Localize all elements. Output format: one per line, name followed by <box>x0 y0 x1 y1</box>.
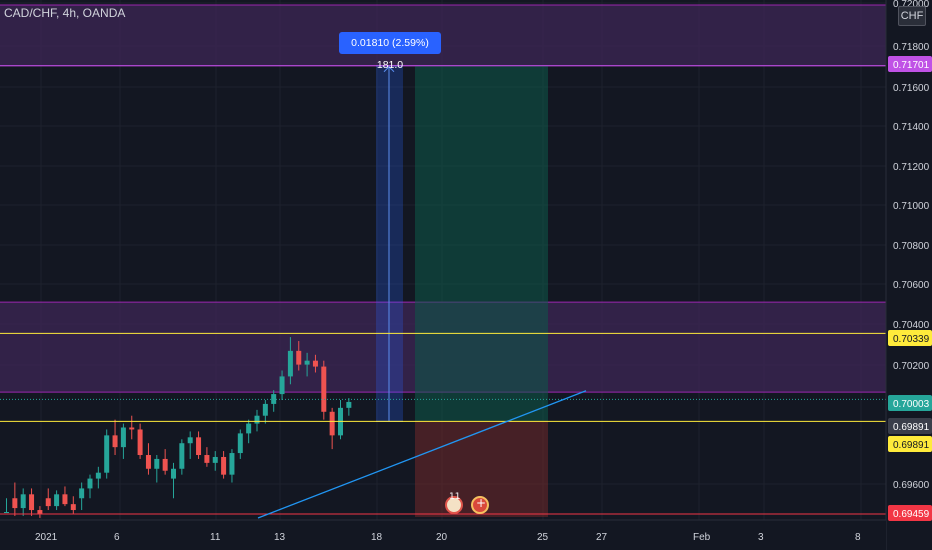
candle-body <box>87 478 93 489</box>
resistance-zone <box>0 5 886 66</box>
price-axis[interactable] <box>886 0 932 550</box>
time-tick-label: 6 <box>114 532 120 543</box>
candle-body <box>162 458 168 471</box>
time-tick-label: 27 <box>596 532 608 543</box>
price-badge <box>888 395 932 411</box>
candle-body <box>45 498 51 507</box>
resistance-zones[interactable] <box>0 4 886 393</box>
currency-badge[interactable]: CHF <box>898 6 926 26</box>
time-tick-label: 8 <box>855 532 861 543</box>
long-position-tool[interactable] <box>376 65 548 517</box>
candle-body <box>112 435 118 448</box>
candle-body <box>145 455 151 469</box>
price-tick-label: 0.71600 <box>893 83 930 94</box>
time-axis[interactable] <box>0 520 886 550</box>
candle-body <box>4 512 9 513</box>
candle-body <box>179 443 185 469</box>
time-tick-label: 2021 <box>35 532 58 543</box>
candle-body <box>79 488 85 499</box>
price-badge-label: 0.70339 <box>893 334 930 345</box>
price-badge <box>888 436 932 452</box>
price-tick-label: 0.72000 <box>893 0 930 10</box>
price-badge-label: 0.70003 <box>893 399 930 410</box>
candle-body <box>120 427 126 448</box>
trend-line[interactable] <box>257 390 587 519</box>
measure-arrowhead <box>383 66 395 73</box>
measure-label: 0.01810 (2.59%) 181.0 <box>339 32 441 71</box>
price-tick-label: 0.70200 <box>893 361 930 372</box>
price-tick-label: 0.70400 <box>893 320 930 331</box>
candle-body <box>95 472 101 479</box>
trend-line <box>257 390 587 519</box>
symbol-title[interactable]: CAD/CHF, 4h, OANDA <box>4 6 126 20</box>
price-badge-label: 0.71701 <box>893 60 930 71</box>
candle-body <box>346 401 352 408</box>
time-tick-label: 11 <box>210 532 221 543</box>
time-tick-label: 18 <box>371 532 383 543</box>
time-axis-labels: 2021 6 11 13 18 20 25 27 Feb 3 8 <box>35 532 861 543</box>
price-badge <box>888 330 932 346</box>
price-badge-label: 0.69891 <box>893 422 930 433</box>
candle-body <box>279 376 285 395</box>
candle-body <box>204 455 210 463</box>
candle-body <box>129 427 135 430</box>
price-badge <box>888 56 932 72</box>
candle-body <box>262 403 268 416</box>
price-badge <box>888 418 932 434</box>
candle-body <box>254 415 260 424</box>
earnings-flag-icon[interactable]: 11 <box>445 492 463 514</box>
candle-body <box>321 366 327 412</box>
candle-body <box>187 437 193 444</box>
price-tick-label: 0.71400 <box>893 122 930 133</box>
horizontal-lines[interactable] <box>0 65 886 515</box>
time-tick-label: 3 <box>758 532 764 543</box>
earnings-count: 11 <box>449 492 461 502</box>
price-tick-label: 0.69600 <box>893 480 930 491</box>
time-tick-label: 13 <box>274 532 286 543</box>
price-tick-label: 0.71200 <box>893 162 930 173</box>
candle-body <box>287 350 293 377</box>
dividend-flag-icon[interactable] <box>471 496 489 514</box>
time-tick-label: 20 <box>436 532 448 543</box>
candle-body <box>312 360 318 367</box>
candle-body <box>70 504 76 511</box>
price-tick-label: 0.70800 <box>893 241 930 252</box>
candle-body <box>12 498 18 509</box>
profit-zone <box>415 65 548 422</box>
price-tick-label: 0.71800 <box>893 42 930 53</box>
candle-body <box>221 456 227 475</box>
candle-body <box>20 494 26 509</box>
price-axis-labels: 0.72000 0.71800 0.71600 0.71400 0.71200 0.710… <box>893 0 930 491</box>
candle-body <box>54 494 60 507</box>
candle-body <box>296 350 302 365</box>
candle-body <box>237 433 243 454</box>
candle-body <box>29 494 35 511</box>
candle-body <box>246 423 252 434</box>
price-badge <box>888 505 932 521</box>
candle-body <box>229 453 235 475</box>
price-tick-label: 0.71000 <box>893 201 930 212</box>
candle-body <box>329 411 335 436</box>
time-tick-label: 25 <box>537 532 549 543</box>
price-tick-label: 0.70600 <box>893 280 930 291</box>
candle-body <box>196 437 202 456</box>
candle-body <box>304 360 310 365</box>
candle-body <box>62 494 68 505</box>
time-tick-label: Feb <box>693 532 711 543</box>
candle-body <box>104 435 110 473</box>
candle-body <box>137 429 143 456</box>
price-badge-label: 0.69459 <box>893 509 930 520</box>
candle-body <box>154 458 160 469</box>
candle-body <box>212 456 218 463</box>
price-badges: 0.71701 0.70339 0.70003 0.69891 0.69891 0.694… <box>888 56 932 521</box>
candle-body <box>171 468 176 479</box>
candle-body <box>37 510 43 514</box>
price-badge-label: 0.69891 <box>893 440 930 451</box>
